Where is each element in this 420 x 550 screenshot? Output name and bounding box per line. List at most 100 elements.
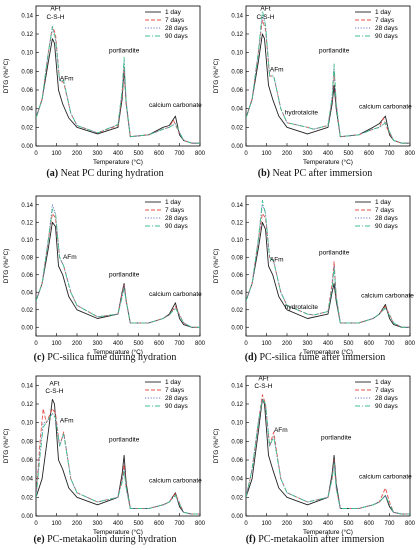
y-tick-label: 0.14: [21, 203, 33, 209]
legend-label: 90 days: [165, 223, 189, 230]
y-tick-label: 0.08: [21, 255, 33, 261]
y-tick-label: 0.08: [231, 255, 243, 261]
legend-label: 28 days: [375, 215, 399, 222]
y-tick-label: 0.00: [231, 325, 243, 331]
caption-letter: (d): [244, 352, 257, 363]
x-tick-label: 300: [302, 151, 313, 157]
x-axis-label: Temperature (°C): [303, 528, 353, 536]
y-axis-label: DTG (%/°C): [212, 429, 220, 464]
series-line-90-days: [36, 26, 200, 144]
peak-annotation: calcium carbonate: [359, 104, 412, 111]
series-line-1-day: [36, 221, 200, 328]
y-tick-label: 0.10: [21, 51, 33, 57]
caption-f: (f) PC-metakaolin after immersion: [210, 534, 420, 545]
y-tick-label: 0.08: [231, 439, 243, 445]
caption-letter: (e): [33, 534, 45, 545]
caption-letter: (a): [46, 168, 59, 179]
peak-annotation: portlandite: [109, 272, 140, 279]
x-tick-label: 100: [261, 521, 272, 527]
series-group: [36, 26, 200, 144]
peak-annotation: portlandite: [109, 48, 140, 55]
legend-label: 1 day: [165, 9, 182, 16]
y-tick-label: 0.10: [231, 238, 243, 244]
x-tick-label: 200: [282, 341, 293, 347]
legend-label: 7 days: [375, 17, 395, 24]
y-tick-label: 0.14: [231, 13, 243, 19]
y-tick-label: 0.14: [21, 13, 33, 19]
chart-panel-d: 0 100 200 300 400 500 600 700 800 0.00 0.02 0.04 0.0…: [212, 195, 416, 356]
x-tick-label: 700: [174, 341, 185, 347]
caption-letter: (c): [33, 352, 45, 363]
y-tick-label: 0.12: [231, 220, 243, 226]
x-tick-label: 800: [405, 341, 416, 347]
y-axis-label: DTG (%/°C): [2, 59, 10, 94]
peak-annotation: AFm: [60, 76, 74, 83]
y-tick-label: 0.04: [231, 477, 243, 483]
x-tick-label: 200: [282, 151, 293, 157]
peak-annotation: AFt: [50, 6, 60, 13]
series-group: [246, 199, 410, 328]
y-tick-label: 0.00: [231, 144, 243, 150]
legend-label: 7 days: [165, 207, 185, 214]
y-tick-label: 0.10: [21, 421, 33, 427]
caption-b: (b) Neat PC after immersion: [210, 168, 420, 179]
x-tick-label: 800: [195, 151, 206, 157]
y-tick-label: 0.10: [231, 51, 243, 57]
caption-text: PC-silica fume during hydration: [47, 352, 177, 363]
x-tick-label: 800: [405, 521, 416, 527]
caption-text: PC-silica fume after immersion: [259, 352, 386, 363]
x-tick-label: 300: [92, 521, 103, 527]
series-line-90-days: [36, 208, 200, 328]
series-line-90-days: [36, 412, 200, 515]
peak-annotation: AFt: [49, 380, 59, 387]
peak-annotation: calcium carbonate: [149, 291, 202, 298]
y-tick-label: 0.12: [21, 402, 33, 408]
x-tick-label: 400: [323, 521, 334, 527]
peak-annotation: C-S-H: [46, 14, 64, 21]
peak-annotation: calcium carbonate: [361, 293, 414, 300]
series-group: [36, 398, 200, 515]
x-tick-label: 700: [174, 151, 185, 157]
peak-annotation: AFm: [274, 427, 288, 434]
series-line-90-days: [246, 199, 410, 328]
peak-annotation: hydrotalcite: [285, 109, 319, 116]
y-tick-label: 0.10: [231, 421, 243, 427]
x-tick-label: 700: [384, 151, 395, 157]
y-tick-label: 0.00: [231, 514, 243, 520]
legend-label: 90 days: [375, 403, 399, 410]
x-tick-label: 0: [244, 521, 248, 527]
series-line-7-days: [36, 213, 200, 328]
y-tick-label: 0.04: [231, 290, 243, 296]
legend-label: 90 days: [375, 223, 399, 230]
caption-text: Neat PC after immersion: [272, 168, 373, 179]
legend-label: 1 day: [165, 379, 182, 386]
caption-c: (c) PC-silica fume during hydration: [0, 352, 210, 363]
x-tick-label: 400: [113, 521, 124, 527]
y-tick-label: 0.14: [231, 203, 243, 209]
caption-a: (a) Neat PC during hydration: [0, 168, 210, 179]
peak-annotation: portlandite: [319, 48, 350, 55]
y-tick-label: 0.02: [231, 125, 243, 131]
x-tick-label: 200: [72, 341, 83, 347]
x-tick-label: 100: [51, 521, 62, 527]
y-tick-label: 0.04: [21, 107, 33, 113]
chart-panel-a: 0 100 200 300 400 500 600 700 800 0.00 0.02 0.04 0.0…: [2, 5, 206, 166]
x-tick-label: 0: [34, 341, 38, 347]
series-line-1-day: [36, 38, 200, 144]
caption-letter: (b): [257, 168, 271, 179]
y-tick-label: 0.06: [231, 88, 243, 94]
legend-label: 7 days: [165, 387, 185, 394]
x-tick-label: 300: [302, 341, 313, 347]
x-tick-label: 500: [133, 521, 144, 527]
legend-label: 90 days: [165, 403, 189, 410]
x-axis-label: Temperature (°C): [93, 158, 143, 166]
x-tick-label: 500: [343, 341, 354, 347]
legend-label: 28 days: [165, 395, 189, 402]
y-tick-label: 0.08: [21, 69, 33, 75]
y-tick-label: 0.10: [21, 238, 33, 244]
x-tick-label: 800: [195, 341, 206, 347]
legend-label: 7 days: [375, 387, 395, 394]
y-tick-label: 0.14: [21, 383, 33, 389]
peak-annotation: AFm: [270, 66, 284, 73]
x-tick-label: 100: [51, 341, 62, 347]
